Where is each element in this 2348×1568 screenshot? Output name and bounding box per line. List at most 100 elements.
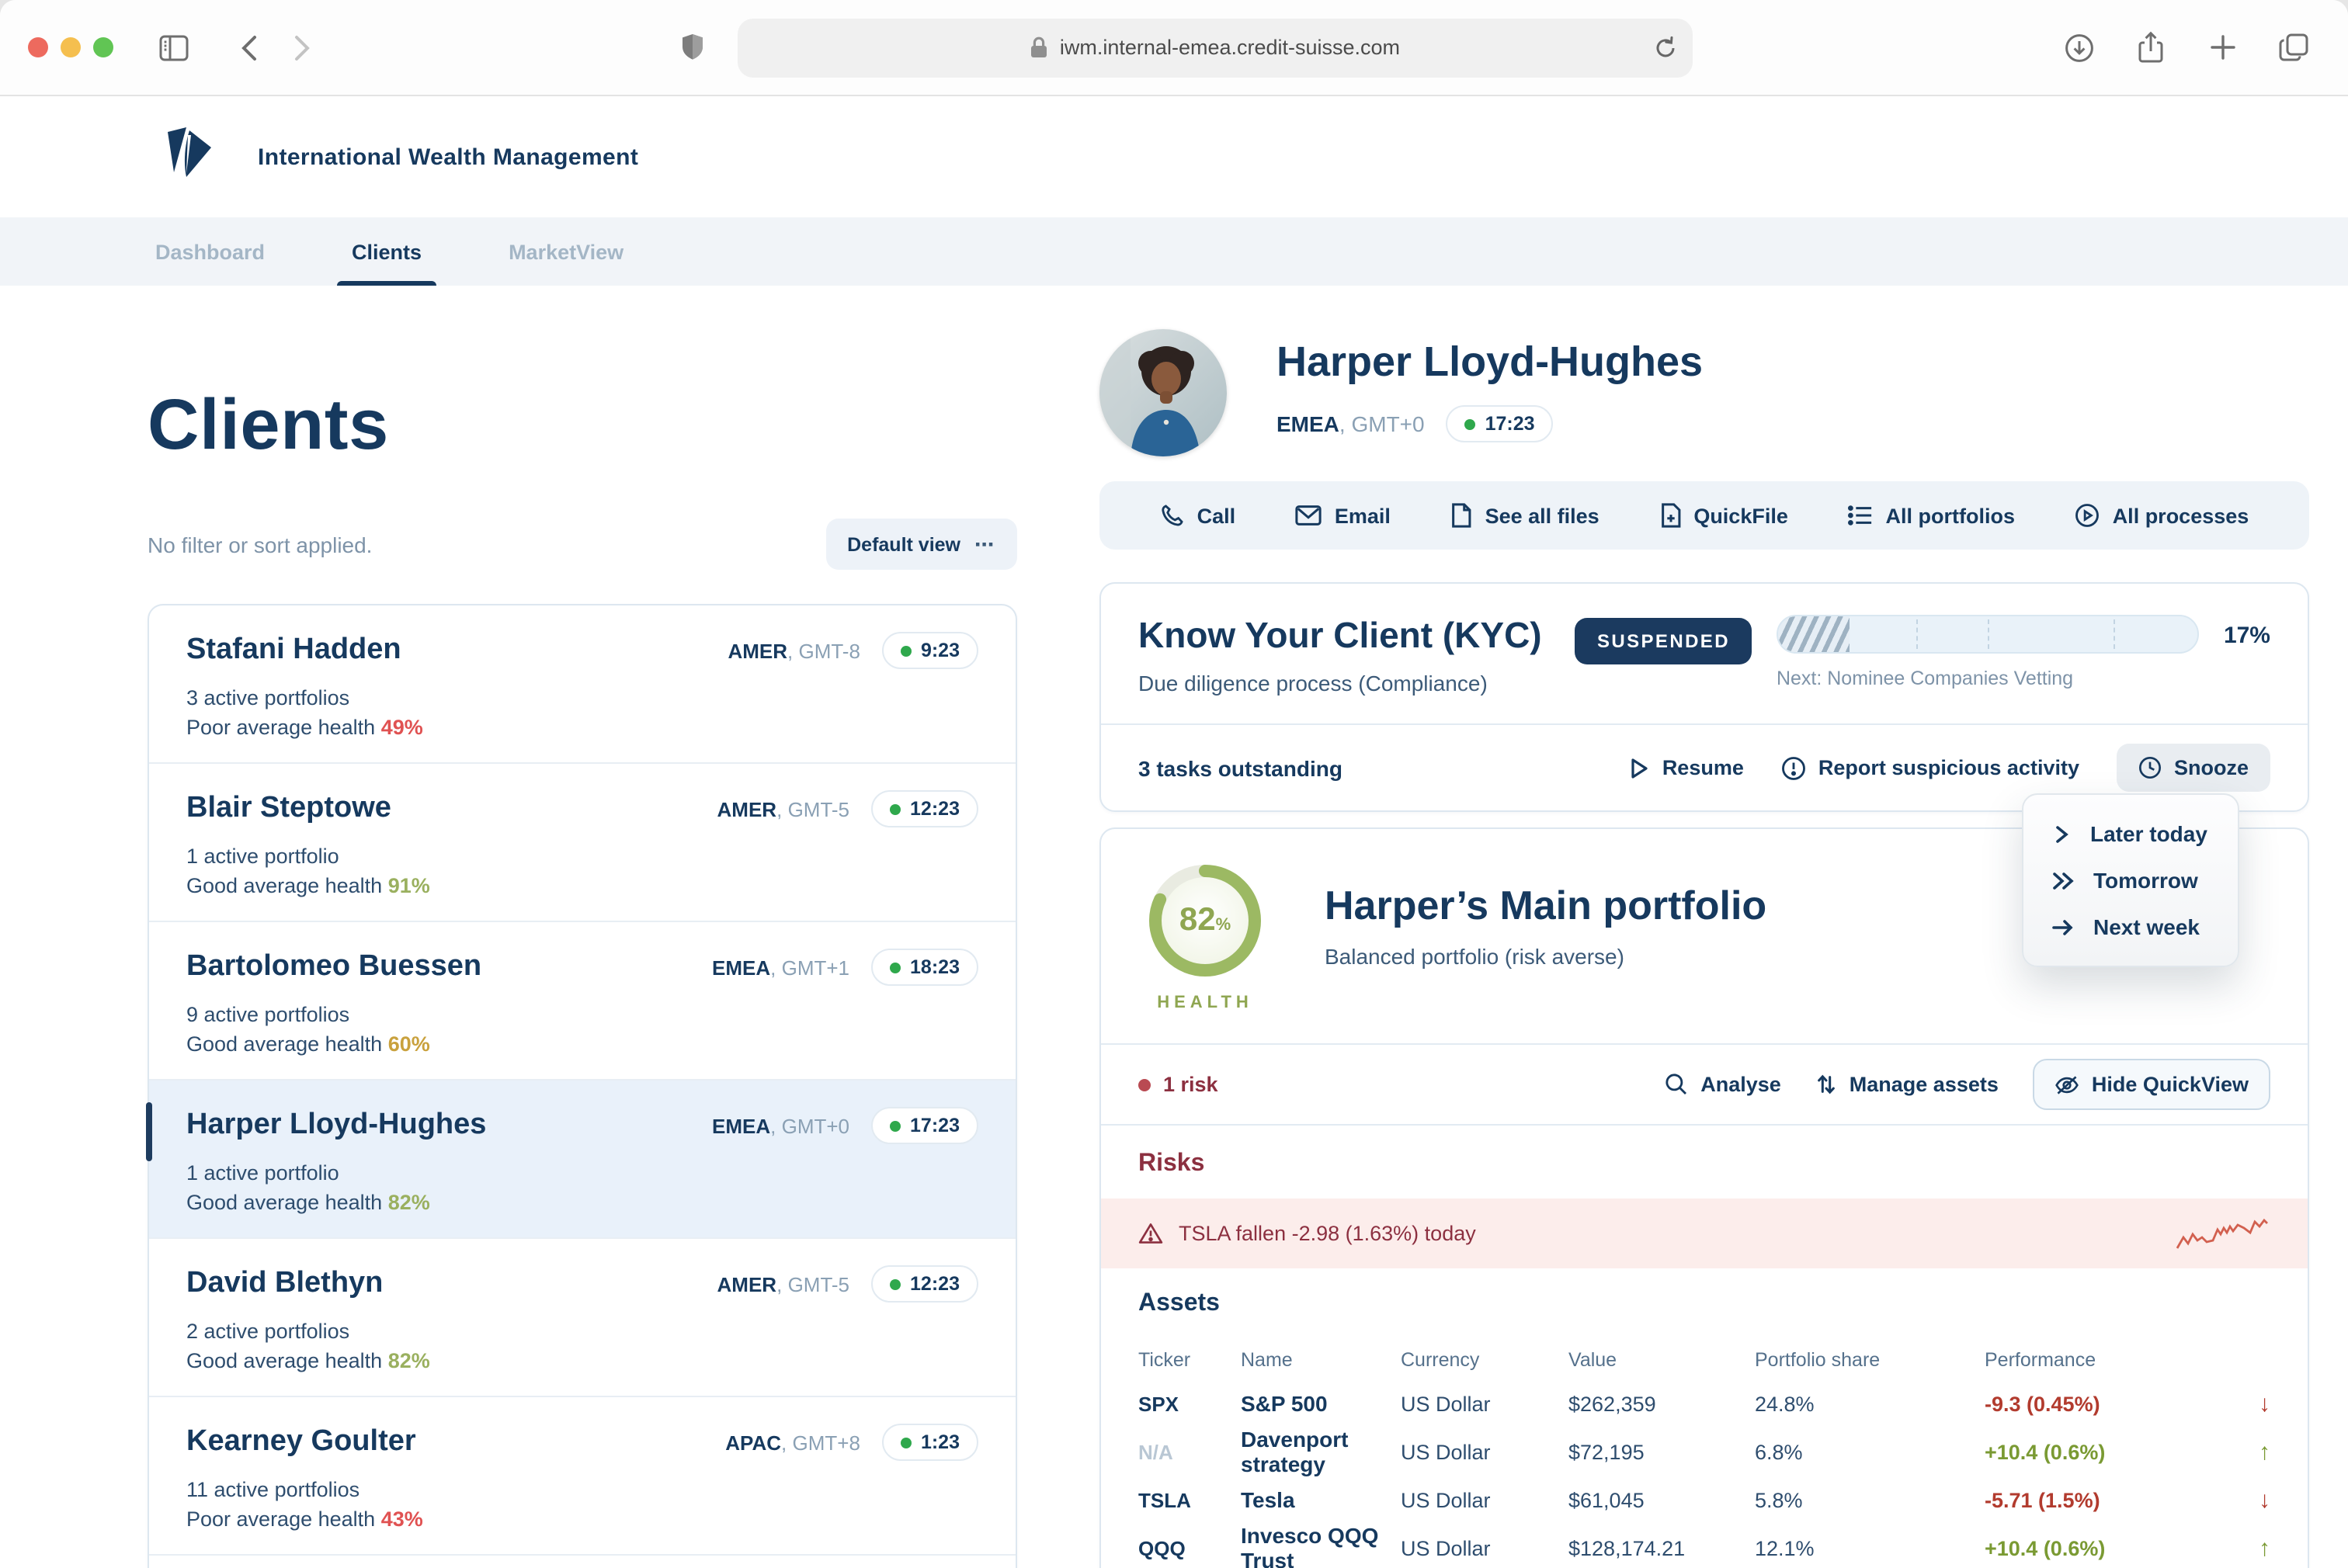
primary-nav: Dashboard Clients MarketView [0, 217, 2348, 286]
app-title: International Wealth Management [258, 144, 639, 170]
browser-toolbar: iwm.internal-emea.credit-suisse.com [0, 0, 2348, 96]
kyc-card: Know Your Client (KYC) Due diligence pro… [1099, 582, 2309, 967]
tab-clients[interactable]: Clients [352, 217, 422, 286]
address-bar[interactable]: iwm.internal-emea.credit-suisse.com [738, 18, 1693, 77]
assets-table: Ticker Name Currency Value Portfolio sha… [1101, 1318, 2308, 1568]
see-all-files-button[interactable]: See all files [1451, 503, 1599, 528]
asset-row-davenport[interactable]: N/A Davenport strategy US Dollar $72,195… [1138, 1427, 2270, 1476]
status-badge: SUSPENDED [1575, 618, 1752, 664]
client-list: Stafani Hadden AMER, GMT-8 9:23 3 active… [146, 604, 1017, 1568]
tab-dashboard[interactable]: Dashboard [155, 240, 266, 263]
email-button[interactable]: Email [1296, 504, 1391, 527]
client-row-kearney-goulter[interactable]: Kearney Goulter APAC, GMT+8 1:23 11 acti… [149, 1397, 1016, 1556]
more-options-icon: ⋯ [974, 534, 995, 556]
client-row-blair-steptowe[interactable]: Blair Steptowe AMER, GMT-5 12:23 1 activ… [149, 764, 1016, 922]
online-dot-icon [900, 645, 912, 656]
online-dot-icon [890, 962, 901, 973]
client-row-harper-lloyd-hughes[interactable]: Harper Lloyd-Hughes EMEA, GMT+0 17:23 1 … [146, 1081, 1016, 1239]
share-icon[interactable] [2124, 24, 2177, 71]
file-icon [1452, 503, 1471, 528]
client-detail-panel: Harper Lloyd-Hughes EMEA, GMT+0 17:23 Ca… [1099, 329, 2309, 1568]
tab-marketview[interactable]: MarketView [509, 240, 624, 263]
client-action-bar: Call Email See all files QuickFile All p… [1099, 481, 2309, 550]
chevron-right-icon [2056, 825, 2068, 842]
report-suspicious-activity-button[interactable]: Report suspicious activity [1781, 755, 2079, 780]
envelope-icon [1296, 505, 1322, 526]
chevrons-right-icon [2053, 872, 2074, 889]
client-avatar [1099, 329, 1227, 456]
list-icon [1848, 505, 1872, 526]
asset-row-qqq[interactable]: QQQ Invesco QQQ Trust US Dollar $128,174… [1138, 1523, 2270, 1568]
new-tab-icon[interactable] [2196, 24, 2249, 71]
back-button[interactable] [222, 24, 275, 71]
resume-button[interactable]: Resume [1630, 756, 1744, 779]
asset-row-spx[interactable]: SPX S&P 500 US Dollar $262,359 24.8% -9.… [1138, 1380, 2270, 1427]
phone-icon [1162, 505, 1183, 526]
client-name: Harper Lloyd-Hughes [1276, 338, 1704, 385]
online-dot-icon [890, 803, 901, 814]
all-portfolios-button[interactable]: All portfolios [1848, 504, 2015, 527]
snooze-next-week-item[interactable]: Next week [2023, 904, 2238, 950]
local-time-badge: 18:23 [871, 949, 978, 986]
sidebar-toggle-icon[interactable] [148, 24, 200, 71]
manage-assets-button[interactable]: Manage assets [1815, 1073, 1999, 1096]
all-processes-button[interactable]: All processes [2075, 503, 2249, 528]
risk-alert-row[interactable]: TSLA fallen -2.98 (1.63%) today [1101, 1199, 2308, 1268]
risks-section-title: Risks [1138, 1150, 1205, 1177]
online-dot-icon [900, 1437, 912, 1448]
clients-panel: Clients No filter or sort applied. Defau… [146, 286, 1017, 1568]
local-time-badge: 9:23 [881, 632, 978, 669]
privacy-shield-icon[interactable] [666, 24, 719, 71]
portfolio-title: Harper’s Main portfolio [1325, 882, 1767, 928]
local-time-badge: 12:23 [871, 1265, 978, 1303]
portfolio-subtitle: Balanced portfolio (risk averse) [1325, 944, 1624, 969]
kyc-title: Know Your Client (KYC) [1138, 615, 1542, 655]
kyc-subtitle: Due diligence process (Compliance) [1138, 671, 1488, 696]
client-row-david-blethyn[interactable]: David Blethyn AMER, GMT-5 12:23 2 active… [149, 1239, 1016, 1397]
zoom-window-button[interactable] [93, 37, 113, 57]
risk-count: 1 risk [1138, 1073, 1665, 1096]
default-view-button[interactable]: Default view ⋯ [825, 519, 1017, 570]
risk-sparkline [2176, 1217, 2268, 1248]
quickfile-button[interactable]: QuickFile [1659, 503, 1788, 528]
call-button[interactable]: Call [1160, 503, 1235, 528]
snooze-later-today-item[interactable]: Later today [2023, 810, 2238, 857]
online-dot-icon [890, 1120, 901, 1131]
kyc-tasks-outstanding: 3 tasks outstanding [1138, 755, 1342, 780]
minimize-window-button[interactable] [61, 37, 81, 57]
snooze-dropdown-menu: Later today Tomorrow Next week [2022, 793, 2239, 967]
hide-quickview-button[interactable]: Hide QuickView [2032, 1059, 2270, 1110]
window-controls [28, 37, 113, 57]
brand-logo-icon [155, 126, 221, 188]
url-text: iwm.internal-emea.credit-suisse.com [1059, 36, 1401, 59]
client-local-time-badge: 17:23 [1446, 405, 1554, 442]
snooze-tomorrow-item[interactable]: Tomorrow [2023, 857, 2238, 904]
online-dot-icon [890, 1278, 901, 1289]
local-time-badge: 17:23 [871, 1107, 978, 1144]
client-row-bartolomeo-buessen[interactable]: Bartolomeo Buessen EMEA, GMT+1 18:23 9 a… [149, 922, 1016, 1081]
tab-overview-icon[interactable] [2267, 24, 2320, 71]
page-title: Clients [148, 383, 389, 464]
close-window-button[interactable] [28, 37, 48, 57]
forward-button[interactable] [275, 24, 328, 71]
risk-dot-icon [1138, 1078, 1151, 1091]
reload-icon[interactable] [1654, 35, 1677, 60]
kyc-progress-percent: 17% [2223, 623, 2270, 649]
file-plus-icon [1661, 503, 1680, 528]
portfolio-toolbar: 1 risk Analyse Manage assets Hide QuickV… [1101, 1043, 2308, 1126]
asset-row-tsla[interactable]: TSLA Tesla US Dollar $61,045 5.8% -5.71 … [1138, 1476, 2270, 1523]
health-label: HEALTH [1157, 994, 1253, 1012]
snooze-button[interactable]: Snooze [2116, 744, 2270, 792]
lock-icon [1031, 36, 1047, 57]
performance-arrow-icon [2230, 1486, 2270, 1513]
kyc-progress-bar [1776, 615, 2199, 654]
downloads-icon[interactable] [2053, 24, 2106, 71]
client-row-rubie-cameron[interactable]: Rubie Cameron EMEA, GMT+1 18:23 4 active… [149, 1556, 1016, 1568]
client-row-stafani-hadden[interactable]: Stafani Hadden AMER, GMT-8 9:23 3 active… [149, 605, 1016, 764]
analyse-button[interactable]: Analyse [1665, 1073, 1781, 1096]
kyc-progress-fill [1777, 616, 1850, 652]
performance-arrow-icon [2230, 1535, 2270, 1561]
clock-icon [2138, 757, 2161, 779]
arrow-right-icon [2052, 919, 2073, 935]
